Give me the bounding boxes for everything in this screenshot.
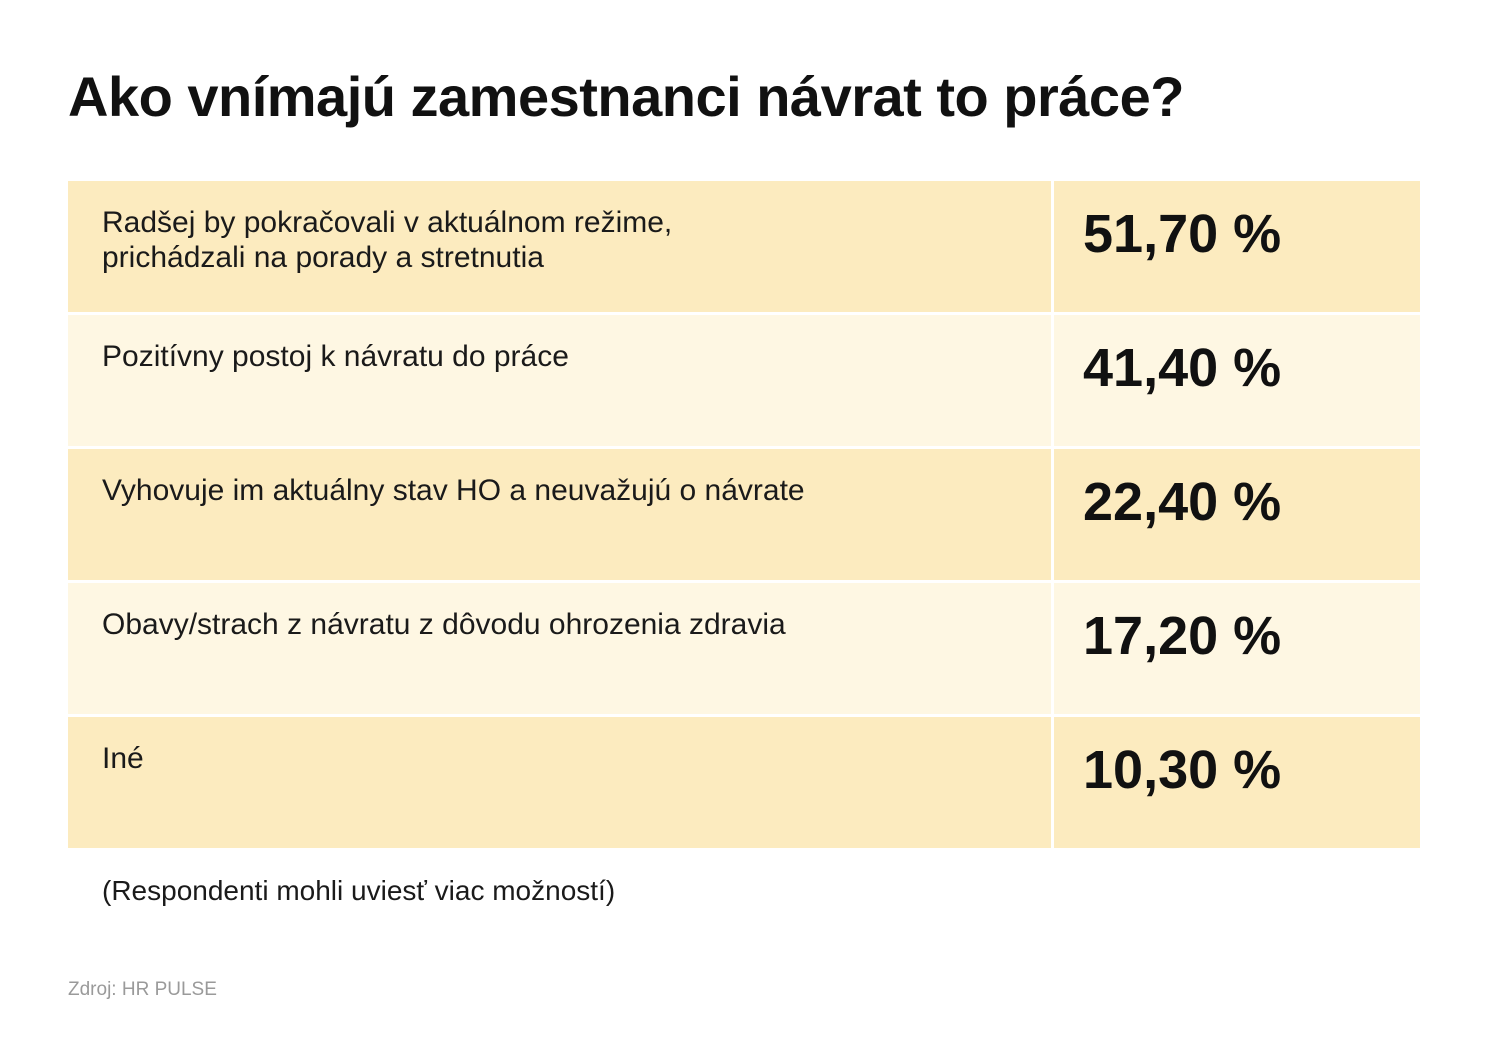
footnote: (Respondenti mohli uviesť viac možností) [102,875,616,906]
row-value: 10,30 % [1054,717,1420,848]
row-label: Pozitívny postoj k návratu do práce [68,315,1051,446]
table-row: Pozitívny postoj k návratu do práce 41,4… [68,315,1420,446]
chart-title: Ako vnímajú zamestnanci návrat to práce? [68,65,1184,128]
row-label: Radšej by pokračovali v aktuálnom režime… [68,181,1051,312]
row-value: 41,40 % [1054,315,1420,446]
table-row: Obavy/strach z návratu z dôvodu ohrozeni… [68,583,1420,714]
row-label: Vyhovuje im aktuálny stav HO a neuvažujú… [68,449,1051,580]
row-label: Obavy/strach z návratu z dôvodu ohrozeni… [68,583,1051,714]
table-row: Iné 10,30 % [68,717,1420,848]
table-row: Radšej by pokračovali v aktuálnom režime… [68,181,1420,312]
row-value: 51,70 % [1054,181,1420,312]
row-value: 22,40 % [1054,449,1420,580]
source-credit: Zdroj: HR PULSE [68,979,217,1000]
table-row: Vyhovuje im aktuálny stav HO a neuvažujú… [68,449,1420,580]
results-table: Radšej by pokračovali v aktuálnom režime… [68,181,1420,848]
row-label: Iné [68,717,1051,848]
row-value: 17,20 % [1054,583,1420,714]
